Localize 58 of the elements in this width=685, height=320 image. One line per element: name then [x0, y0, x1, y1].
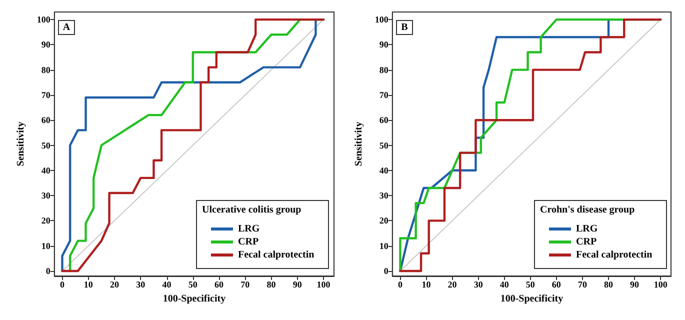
x-tick-label: 30	[136, 280, 146, 290]
y-tick-label: 70	[379, 90, 389, 100]
x-tick-label: 30	[474, 280, 484, 290]
y-tick-label: 100	[36, 14, 51, 25]
legend-label: Fecal calprotectin	[238, 250, 315, 260]
x-tick-label: 10	[422, 280, 432, 290]
legend-title: Crohn's disease group	[540, 204, 636, 216]
y-tick-label: 60	[379, 115, 389, 126]
x-tick-label: 90	[630, 280, 640, 290]
x-tick-label: 90	[292, 280, 302, 290]
legend-label: CRP	[238, 236, 259, 248]
y-tick-label: 20	[41, 216, 51, 226]
x-tick-label: 70	[240, 280, 250, 290]
x-tick-label: 10	[84, 280, 94, 290]
y-tick-label: 50	[379, 140, 389, 150]
y-tick-label: 10	[41, 240, 51, 251]
x-tick-label: 70	[578, 280, 588, 290]
x-tick-label: 50	[526, 280, 536, 290]
y-tick-label: 90	[41, 40, 51, 50]
y-tick-label: 40	[41, 165, 51, 176]
y-tick-label: 10	[379, 240, 389, 251]
x-tick-label: 40	[162, 280, 172, 290]
legend-label: Fecal calprotectin	[576, 250, 653, 260]
legend-label: CRP	[576, 236, 597, 248]
y-tick-label: 80	[379, 64, 389, 75]
x-tick-label: 100	[316, 280, 331, 290]
legend-title: Ulcerative colitis group	[202, 204, 302, 216]
annotation: A	[62, 22, 71, 33]
y-axis-title: Sensitivity	[354, 122, 364, 166]
y-tick-label: 40	[379, 165, 389, 176]
y-tick-label: 50	[41, 140, 51, 150]
x-tick-label: 60	[552, 280, 562, 290]
x-tick-label: 80	[266, 280, 276, 290]
y-axis-title: Sensitivity	[16, 122, 26, 166]
y-tick-label: 0	[384, 266, 389, 276]
annotation: B	[401, 22, 408, 33]
y-tick-label: 60	[41, 115, 51, 126]
x-tick-label: 20	[448, 280, 458, 290]
y-tick-label: 70	[41, 90, 51, 100]
x-tick-label: 100	[654, 280, 668, 290]
x-tick-label: 50	[188, 280, 198, 290]
x-tick-label: 60	[214, 280, 224, 290]
legend-label: LRG	[238, 224, 260, 234]
x-tick-label: 0	[60, 280, 65, 290]
x-tick-label: 40	[500, 280, 510, 290]
x-tick-label: 0	[398, 280, 403, 290]
y-tick-label: 100	[374, 14, 389, 25]
x-tick-label: 20	[110, 280, 120, 290]
x-axis-title: 100-Specificity	[500, 294, 564, 304]
y-tick-label: 30	[379, 190, 389, 201]
y-tick-label: 90	[379, 40, 389, 50]
y-tick-label: 0	[46, 266, 51, 276]
legend-label: LRG	[576, 224, 598, 234]
x-axis-title: 100-Specificity	[162, 294, 226, 304]
y-tick-label: 30	[41, 190, 51, 201]
y-tick-label: 80	[41, 64, 51, 75]
x-tick-label: 80	[604, 280, 614, 290]
y-tick-label: 20	[379, 216, 389, 226]
